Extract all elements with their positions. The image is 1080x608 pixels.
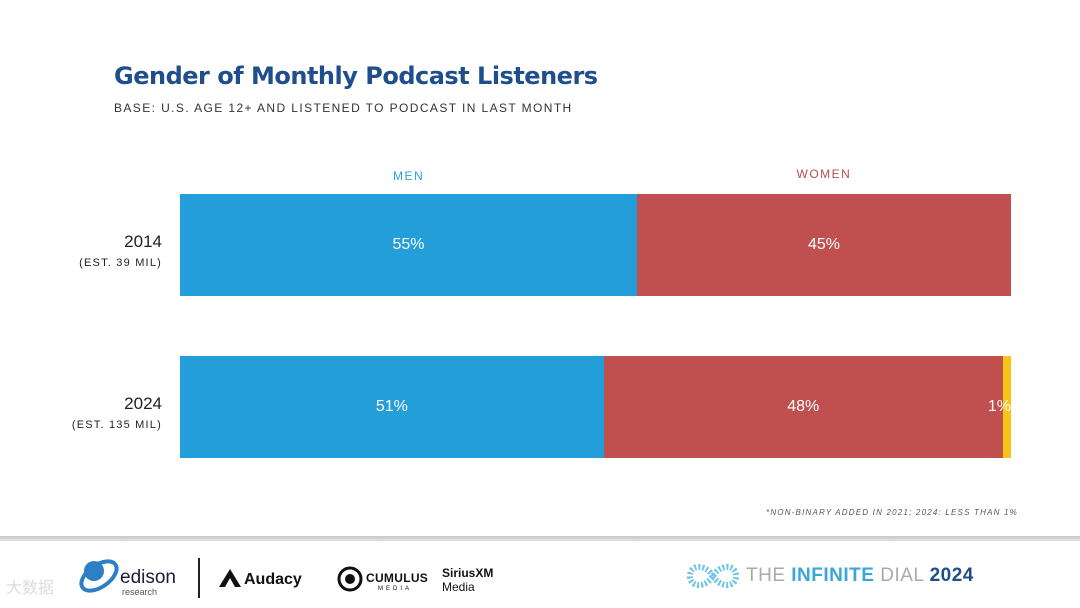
row-label-2024: 2024 (EST. 135 MIL) bbox=[72, 394, 162, 431]
footer-divider bbox=[0, 536, 1080, 541]
footer-logo-divider bbox=[198, 558, 200, 598]
row-estimate: (EST. 135 MIL) bbox=[71, 419, 162, 431]
row-label-2014: 2014 (EST. 39 MIL) bbox=[79, 232, 162, 269]
infinite-dial-logo-text: THE INFINITE DIAL 2024 bbox=[746, 565, 974, 586]
row-year: 2024 bbox=[124, 394, 162, 413]
edison-logo-icon bbox=[79, 559, 119, 593]
cumulus-logo-icon bbox=[337, 566, 363, 592]
chart-subtitle: BASE: U.S. AGE 12+ AND LISTENED TO PODCA… bbox=[114, 101, 573, 115]
footnote: *NON-BINARY ADDED IN 2021; 2024: LESS TH… bbox=[766, 508, 1018, 517]
data-label: 51% bbox=[375, 398, 408, 415]
cumulus-logo-subtext: MEDIA bbox=[378, 586, 413, 592]
edison-logo-subtext: research bbox=[122, 587, 158, 597]
data-label: 48% bbox=[787, 398, 820, 415]
bar-2024: 51% 48% 1% bbox=[180, 356, 1011, 458]
bar-2014: 55% 45% bbox=[180, 194, 1011, 296]
bar-segment-other-2024: 1% bbox=[988, 356, 1011, 458]
row-estimate: (EST. 39 MIL) bbox=[79, 257, 162, 269]
chart-title: Gender of Monthly Podcast Listeners bbox=[114, 62, 598, 90]
bar-segment-men-2024: 51% bbox=[180, 356, 604, 458]
bar-segment-women-2024: 48% bbox=[603, 356, 1003, 458]
row-year: 2014 bbox=[124, 232, 162, 251]
data-label: 1% bbox=[987, 398, 1011, 415]
data-label: 45% bbox=[808, 236, 841, 253]
infinite-dial-logo-icon bbox=[686, 564, 740, 588]
column-label-men: MEN bbox=[393, 169, 425, 183]
bar-segment-women-2014: 45% bbox=[637, 194, 1011, 296]
column-label-women: WOMEN bbox=[796, 167, 852, 181]
siriusxm-logo-subtext: Media bbox=[442, 580, 475, 594]
cumulus-logo-text: CUMULUS bbox=[366, 571, 429, 585]
bar-segment-men-2014: 55% bbox=[180, 194, 638, 296]
audacy-logo-icon bbox=[219, 569, 241, 587]
data-label: 55% bbox=[392, 236, 425, 253]
audacy-logo-text: Audacy bbox=[244, 571, 302, 588]
edison-logo-text: edison bbox=[120, 567, 176, 588]
siriusxm-logo-text: SiriusXM bbox=[442, 566, 494, 580]
watermark: 大数据 bbox=[6, 580, 55, 597]
